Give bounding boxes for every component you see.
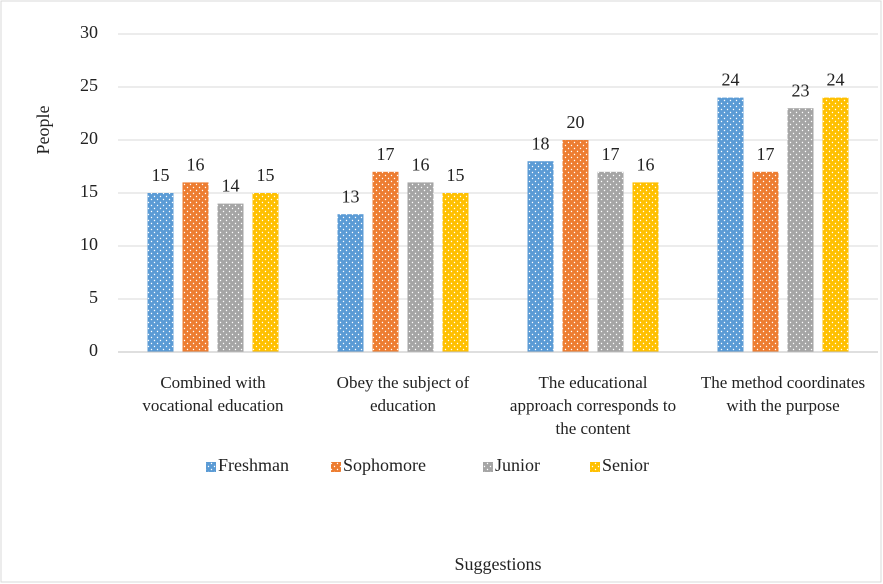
data-label: 15 — [152, 165, 170, 185]
data-label: 16 — [637, 155, 655, 175]
bar — [752, 171, 779, 352]
bar — [822, 97, 849, 352]
y-tick-label: 10 — [80, 234, 98, 254]
x-axis-title: Suggestions — [454, 554, 541, 574]
data-label: 17 — [602, 144, 620, 164]
y-tick-label: 15 — [80, 181, 98, 201]
legend-swatch — [206, 462, 216, 472]
legend-swatch — [590, 462, 600, 472]
y-tick-label: 30 — [80, 22, 98, 42]
legend-swatch — [331, 462, 341, 472]
bar — [787, 108, 814, 352]
data-label: 14 — [222, 176, 240, 196]
data-label: 13 — [342, 186, 360, 206]
y-axis-title: People — [33, 105, 53, 154]
bar — [442, 193, 469, 352]
bar — [527, 161, 554, 352]
data-label: 15 — [447, 165, 465, 185]
data-label: 15 — [257, 165, 275, 185]
data-label: 23 — [792, 80, 810, 100]
x-tick-label: The educational approach corresponds to … — [509, 373, 677, 438]
bar — [182, 182, 209, 352]
bar — [337, 214, 364, 352]
legend-label: Sophomore — [343, 455, 426, 475]
bar — [562, 140, 589, 352]
data-label: 20 — [567, 112, 585, 132]
y-tick-label: 25 — [80, 75, 98, 95]
bar — [717, 97, 744, 352]
legend-label: Freshman — [218, 455, 289, 475]
bar — [147, 193, 174, 352]
bar — [597, 171, 624, 352]
data-label: 24 — [722, 70, 740, 90]
y-tick-label: 20 — [80, 128, 98, 148]
data-label: 17 — [377, 144, 395, 164]
x-tick-label: Combined with vocational education — [142, 373, 284, 415]
x-tick-label: Obey the subject of education — [336, 373, 470, 415]
legend-label: Senior — [602, 455, 649, 475]
data-label: 16 — [187, 155, 205, 175]
legend-label: Junior — [495, 455, 540, 475]
data-label: 24 — [827, 70, 845, 90]
bar — [407, 182, 434, 352]
y-tick-label: 5 — [89, 287, 98, 307]
bar — [252, 193, 279, 352]
y-tick-label: 0 — [89, 340, 98, 360]
bar — [632, 182, 659, 352]
x-tick-label: The method coordinates with the purpose — [700, 373, 866, 415]
data-label: 18 — [532, 133, 550, 153]
legend-swatch — [483, 462, 493, 472]
data-label: 17 — [757, 144, 775, 164]
bar — [217, 203, 244, 352]
data-label: 16 — [412, 155, 430, 175]
bar — [372, 171, 399, 352]
